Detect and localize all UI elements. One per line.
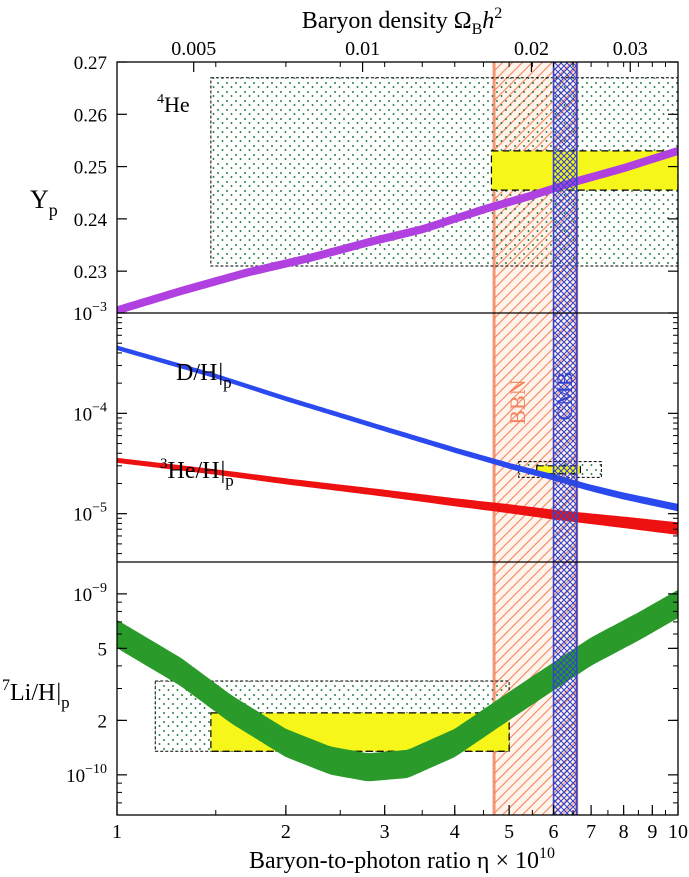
he3-series-label-main: He/H (168, 458, 220, 484)
y-tick-label-base: 10 (73, 585, 92, 606)
y-tick-label-exp: −5 (92, 501, 107, 516)
y-tick-label-lithium: 2 (98, 711, 108, 732)
y-tick-label-lithium: 10−10 (66, 762, 107, 787)
dh-series-label-sub: p (223, 373, 232, 392)
y-tick-label-base: 10 (73, 505, 92, 526)
y-tick-label-base: 5 (98, 639, 108, 660)
y-tick-label-helium: 0.25 (74, 158, 107, 179)
li7-axis-label-main: Li/H (10, 680, 55, 706)
y-tick-label-exp: −3 (92, 300, 107, 315)
x-tick-label: 5 (504, 821, 514, 843)
dh-series-label-bar: | (218, 360, 223, 386)
top-tick-label: 0.03 (613, 38, 648, 60)
y-tick-label-base: 0.24 (74, 210, 108, 231)
plot-frame (116, 61, 679, 816)
yp-axis-label: Yp (30, 185, 58, 220)
x-tick-label: 6 (549, 821, 559, 843)
y-tick-label-helium: 0.24 (74, 210, 108, 231)
he4-species-sup: 4 (157, 92, 164, 107)
y-tick-label-base: 0.25 (74, 158, 107, 179)
y-tick-label-lithium: 5 (98, 639, 108, 660)
li7-axis-label-sup: 7 (2, 677, 10, 694)
curve-group-dh (117, 345, 678, 535)
curve-group-lithium (117, 589, 678, 782)
dh-series-label: D/H|p (176, 360, 232, 392)
y-tick-label-exp: −4 (92, 400, 107, 415)
y-tick-label-exp: −10 (85, 762, 107, 777)
cmb-band (553, 62, 577, 815)
y-tick-label-base: 10 (73, 304, 92, 325)
y-tick-label-exp: −9 (92, 581, 107, 596)
curve-He3H (117, 457, 678, 535)
theory-curves (117, 146, 678, 782)
axis-ticks (116, 61, 679, 815)
top-tick-label: 0.005 (171, 38, 216, 60)
y-tick-label-lithium: 10−9 (73, 581, 107, 606)
top-axis-title-h: h (482, 8, 494, 34)
y-tick-label-base: 0.23 (74, 262, 107, 283)
x-axis-title-exp: 10 (539, 845, 555, 862)
axis-labels: 1 2 3 4 5 6 7 8 9 10 0.005 0.01 0.02 0.03 0.23 0.24 0.25… (66, 38, 688, 843)
x-tick-label: 9 (647, 821, 657, 843)
x-tick-label: 1 (112, 821, 122, 843)
y-tick-label-dh: 10−4 (73, 400, 107, 425)
curve-Yp (117, 146, 678, 313)
li7-axis-label-bar: | (56, 680, 61, 706)
band-overlay (552, 62, 578, 815)
x-tick-label: 7 (586, 821, 596, 843)
li7-axis-label-sub: p (61, 693, 70, 712)
y-tick-label-dh: 10−5 (73, 501, 107, 526)
top-tick-label: 0.01 (345, 38, 380, 60)
x-tick-label: 10 (668, 821, 688, 843)
y-tick-label-base: 10 (73, 404, 92, 425)
top-axis-title-sub: B (472, 21, 483, 38)
he4-species-main: He (164, 92, 190, 117)
he3-series-label-bar: | (220, 458, 225, 484)
y-tick-label-base: 2 (98, 711, 108, 732)
x-axis-title: Baryon-to-photon ratio η × 1010 (249, 845, 555, 874)
curve-Li7 (117, 589, 678, 782)
cmb-band-label: CMB (552, 372, 577, 421)
he3-series-label-sup: 3 (160, 456, 168, 472)
yp-axis-label-sub: p (49, 200, 58, 220)
bbn-band-label: BBN (505, 379, 530, 424)
y-tick-label-base: 0.26 (74, 105, 107, 126)
top-axis-title-main: Baryon density Ω (302, 8, 472, 34)
x-axis-title-main: Baryon-to-photon ratio η × 10 (249, 848, 539, 874)
obs-group-helium (210, 77, 678, 267)
x-tick-label: 8 (619, 821, 629, 843)
y-tick-label-dh: 10−3 (73, 300, 107, 325)
he3-series-label-sub: p (225, 471, 234, 490)
y-tick-label-helium: 0.27 (74, 53, 107, 74)
li7-axis-label: 7Li/H|p (2, 677, 70, 712)
curve-DH (117, 345, 678, 512)
top-tick-label: 0.02 (514, 38, 549, 60)
y-tick-label-helium: 0.23 (74, 262, 107, 283)
top-axis-title-exp: 2 (494, 5, 502, 22)
x-tick-label: 2 (281, 821, 291, 843)
yp-axis-label-main: Y (30, 185, 49, 214)
x-tick-label: 4 (450, 821, 460, 843)
y-tick-label-base: 10 (66, 766, 85, 787)
y-tick-label-helium: 0.26 (74, 105, 107, 126)
x-tick-label: 3 (380, 821, 390, 843)
he4-species-label: 4He (157, 92, 190, 117)
he3-series-label: 3He/H|p (160, 456, 234, 490)
curve-group-helium (117, 146, 678, 313)
top-axis-title: Baryon density ΩBh2 (302, 5, 503, 38)
dh-series-label-main: D/H (176, 360, 217, 386)
y-tick-label-base: 0.27 (74, 53, 107, 74)
